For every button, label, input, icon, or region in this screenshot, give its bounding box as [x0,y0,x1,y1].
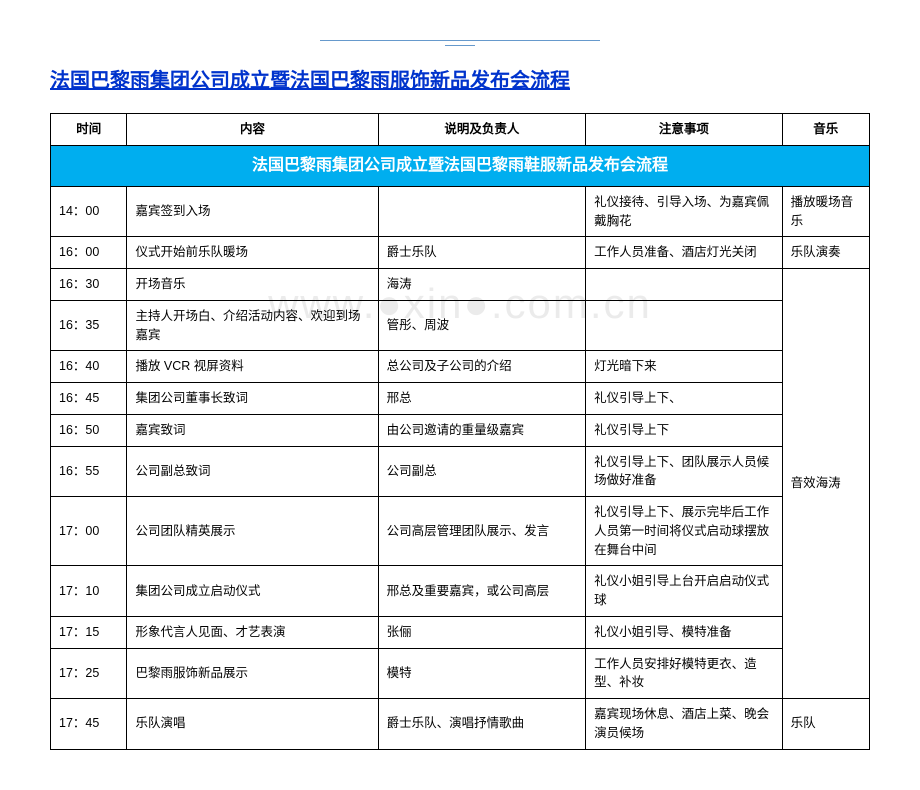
cell-person: 模特 [378,648,585,699]
cell-time: 16：35 [51,300,127,351]
cell-time: 17：15 [51,616,127,648]
cell-person: 爵士乐队 [378,237,585,269]
cell-notes: 礼仪引导上下、团队展示人员候场做好准备 [586,446,783,497]
cell-content: 仪式开始前乐队暖场 [127,237,378,269]
cell-content: 嘉宾致词 [127,414,378,446]
cell-music-merged: 音效海涛 [782,269,869,699]
cell-notes: 礼仪引导上下、展示完毕后工作人员第一时间将仪式启动球摆放在舞台中间 [586,497,783,566]
cell-person: 管彤、周波 [378,300,585,351]
header-notes: 注意事项 [586,114,783,146]
cell-content: 集团公司成立启动仪式 [127,566,378,617]
table-row: 17：25 巴黎雨服饰新品展示 模特 工作人员安排好模特更衣、造型、补妆 [51,648,870,699]
header-rule-short [445,45,475,46]
cell-notes [586,269,783,301]
cell-music: 乐队 [782,699,869,750]
cell-time: 16：30 [51,269,127,301]
cell-person: 张俪 [378,616,585,648]
cell-content: 巴黎雨服饰新品展示 [127,648,378,699]
cell-person: 公司副总 [378,446,585,497]
banner-row: 法国巴黎雨集团公司成立暨法国巴黎雨鞋服新品发布会流程 [51,145,870,186]
cell-time: 16：45 [51,383,127,415]
header-time: 时间 [51,114,127,146]
cell-notes: 嘉宾现场休息、酒店上菜、晚会演员候场 [586,699,783,750]
cell-time: 17：10 [51,566,127,617]
cell-content: 公司团队精英展示 [127,497,378,566]
table-row: 17：45 乐队演唱 爵士乐队、演唱抒情歌曲 嘉宾现场休息、酒店上菜、晚会演员候… [51,699,870,750]
cell-notes [586,300,783,351]
cell-music: 乐队演奏 [782,237,869,269]
cell-content: 开场音乐 [127,269,378,301]
cell-time: 16：00 [51,237,127,269]
banner-cell: 法国巴黎雨集团公司成立暨法国巴黎雨鞋服新品发布会流程 [51,145,870,186]
cell-time: 14：00 [51,186,127,237]
page-title: 法国巴黎雨集团公司成立暨法国巴黎雨服饰新品发布会流程 [50,64,870,93]
table-row: 17：00 公司团队精英展示 公司高层管理团队展示、发言 礼仪引导上下、展示完毕… [51,497,870,566]
table-row: 16：55 公司副总致词 公司副总 礼仪引导上下、团队展示人员候场做好准备 [51,446,870,497]
cell-person: 邢总及重要嘉宾，或公司高层 [378,566,585,617]
cell-notes: 灯光暗下来 [586,351,783,383]
cell-person: 公司高层管理团队展示、发言 [378,497,585,566]
header-rule-long [320,40,600,41]
table-row: 16：50 嘉宾致词 由公司邀请的重量级嘉宾 礼仪引导上下 [51,414,870,446]
cell-content: 主持人开场白、介绍活动内容、欢迎到场嘉宾 [127,300,378,351]
cell-notes: 礼仪小姐引导、模特准备 [586,616,783,648]
cell-music: 播放暖场音乐 [782,186,869,237]
cell-person: 总公司及子公司的介绍 [378,351,585,383]
header-content: 内容 [127,114,378,146]
header-person: 说明及负责人 [378,114,585,146]
cell-notes: 礼仪接待、引导入场、为嘉宾佩戴胸花 [586,186,783,237]
cell-person: 由公司邀请的重量级嘉宾 [378,414,585,446]
cell-content: 形象代言人见面、才艺表演 [127,616,378,648]
cell-notes: 礼仪引导上下 [586,414,783,446]
table-row: 17：10 集团公司成立启动仪式 邢总及重要嘉宾，或公司高层 礼仪小姐引导上台开… [51,566,870,617]
table-row: 16：00 仪式开始前乐队暖场 爵士乐队 工作人员准备、酒店灯光关闭 乐队演奏 [51,237,870,269]
table-row: 17：15 形象代言人见面、才艺表演 张俪 礼仪小姐引导、模特准备 [51,616,870,648]
table-header-row: 时间 内容 说明及负责人 注意事项 音乐 [51,114,870,146]
cell-content: 嘉宾签到入场 [127,186,378,237]
cell-time: 17：25 [51,648,127,699]
cell-person: 邢总 [378,383,585,415]
cell-content: 集团公司董事长致词 [127,383,378,415]
header-music: 音乐 [782,114,869,146]
table-row: 16：30 开场音乐 海涛 音效海涛 [51,269,870,301]
cell-time: 17：00 [51,497,127,566]
cell-person: 爵士乐队、演唱抒情歌曲 [378,699,585,750]
schedule-table: 时间 内容 说明及负责人 注意事项 音乐 法国巴黎雨集团公司成立暨法国巴黎雨鞋服… [50,113,870,750]
cell-time: 17：45 [51,699,127,750]
cell-content: 公司副总致词 [127,446,378,497]
cell-content: 乐队演唱 [127,699,378,750]
cell-notes: 工作人员安排好模特更衣、造型、补妆 [586,648,783,699]
table-row: 16：35 主持人开场白、介绍活动内容、欢迎到场嘉宾 管彤、周波 [51,300,870,351]
cell-notes: 工作人员准备、酒店灯光关闭 [586,237,783,269]
cell-time: 16：55 [51,446,127,497]
table-row: 16：45 集团公司董事长致词 邢总 礼仪引导上下、 [51,383,870,415]
cell-notes: 礼仪引导上下、 [586,383,783,415]
cell-person: 海涛 [378,269,585,301]
table-row: 14：00 嘉宾签到入场 礼仪接待、引导入场、为嘉宾佩戴胸花 播放暖场音乐 [51,186,870,237]
table-row: 16：40 播放 VCR 视屏资料 总公司及子公司的介绍 灯光暗下来 [51,351,870,383]
cell-time: 16：40 [51,351,127,383]
cell-notes: 礼仪小姐引导上台开启启动仪式球 [586,566,783,617]
cell-content: 播放 VCR 视屏资料 [127,351,378,383]
cell-person [378,186,585,237]
cell-time: 16：50 [51,414,127,446]
